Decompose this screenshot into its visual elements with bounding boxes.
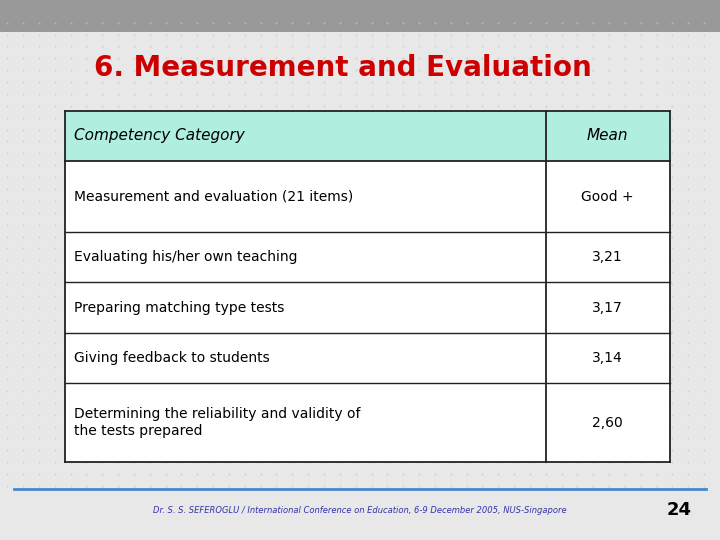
Text: Preparing matching type tests: Preparing matching type tests: [74, 301, 284, 315]
Text: Determining the reliability and validity of
the tests prepared: Determining the reliability and validity…: [74, 408, 361, 437]
Text: 2,60: 2,60: [593, 416, 623, 429]
Text: Evaluating his/her own teaching: Evaluating his/her own teaching: [74, 250, 297, 264]
Text: 3,21: 3,21: [593, 250, 623, 264]
Text: 6. Measurement and Evaluation: 6. Measurement and Evaluation: [94, 53, 591, 82]
Text: 3,17: 3,17: [593, 301, 623, 315]
Text: Mean: Mean: [587, 129, 629, 144]
Text: Good +: Good +: [581, 190, 634, 204]
Text: 3,14: 3,14: [593, 351, 623, 365]
Bar: [0, 0, 720, 32]
Text: Competency Category: Competency Category: [74, 129, 245, 144]
Text: Measurement and evaluation (21 items): Measurement and evaluation (21 items): [74, 190, 354, 204]
Bar: [65, 111, 670, 161]
Bar: [65, 111, 670, 462]
Text: 24: 24: [666, 501, 691, 519]
Text: Dr. S. S. SEFEROGLU / International Conference on Education, 6-9 December 2005, : Dr. S. S. SEFEROGLU / International Conf…: [153, 506, 567, 515]
Text: Giving feedback to students: Giving feedback to students: [74, 351, 270, 365]
